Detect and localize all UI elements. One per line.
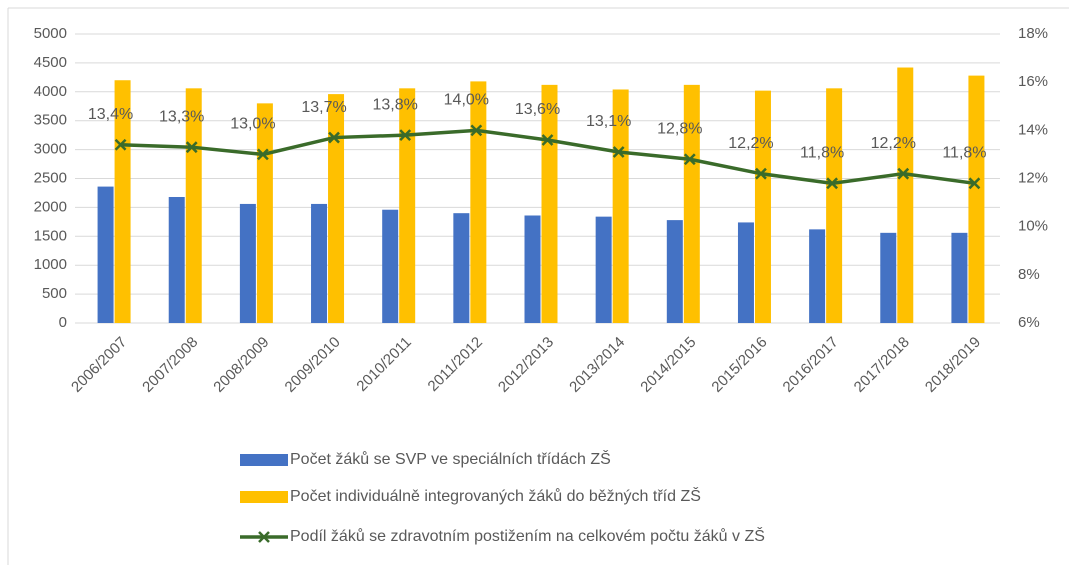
y2-tick-label: 14% xyxy=(1018,121,1048,138)
data-label: 12,8% xyxy=(657,120,702,137)
bar xyxy=(382,209,399,323)
x-tick-label: 2018/2019 xyxy=(922,334,984,396)
line-marker xyxy=(399,129,412,142)
line-marker xyxy=(826,177,838,190)
bar xyxy=(683,84,700,323)
y-tick-label: 0 xyxy=(59,314,67,331)
bar xyxy=(666,220,683,323)
bar xyxy=(541,84,558,323)
y2-tick-label: 10% xyxy=(1018,218,1048,235)
data-label: 11,8% xyxy=(800,145,844,162)
x-tick-label: 2014/2015 xyxy=(637,334,699,396)
data-label: 13,0% xyxy=(230,116,275,133)
y2-tick-label: 16% xyxy=(1018,73,1048,90)
y2-tick-label: 8% xyxy=(1018,266,1040,283)
data-label: 13,8% xyxy=(373,96,418,113)
y2-tick-label: 6% xyxy=(1018,314,1040,331)
data-label: 13,3% xyxy=(159,108,204,125)
y-tick-label: 4500 xyxy=(34,54,67,71)
legend-swatch xyxy=(240,454,288,466)
y-tick-label: 2000 xyxy=(34,198,67,215)
bar xyxy=(595,216,612,323)
data-label: 13,7% xyxy=(301,99,346,116)
x-tick-label: 2017/2018 xyxy=(851,334,913,396)
x-tick-label: 2008/2009 xyxy=(210,334,272,396)
bar xyxy=(311,203,328,323)
y-tick-label: 1500 xyxy=(34,227,67,244)
legend-label: Počet individuálně integrovaných žáků do… xyxy=(290,486,701,505)
x-tick-label: 2011/2012 xyxy=(425,334,486,395)
bar xyxy=(612,89,629,323)
legend-swatch xyxy=(258,531,270,543)
x-tick-label: 2013/2014 xyxy=(566,334,628,396)
bar xyxy=(399,88,416,323)
bar xyxy=(256,103,273,323)
line-marker xyxy=(114,138,127,151)
y-tick-label: 3000 xyxy=(34,141,67,158)
bar xyxy=(951,232,968,323)
data-label: 13,6% xyxy=(515,101,560,118)
y-tick-label: 1000 xyxy=(34,256,67,273)
bar xyxy=(97,186,114,323)
line-marker xyxy=(968,177,981,190)
data-label: 14,0% xyxy=(444,92,489,109)
x-tick-label: 2010/2011 xyxy=(353,334,414,395)
bar xyxy=(524,215,541,323)
bar xyxy=(453,213,470,323)
line-marker xyxy=(328,131,340,144)
x-tick-label: 2016/2017 xyxy=(780,334,842,396)
bar xyxy=(826,88,843,323)
y-tick-label: 500 xyxy=(42,285,67,302)
bar xyxy=(809,229,826,323)
data-label: 11,8% xyxy=(942,145,986,162)
bar xyxy=(897,67,914,323)
line-marker xyxy=(257,148,269,161)
y-tick-label: 2500 xyxy=(34,169,67,186)
line-marker xyxy=(612,146,625,158)
y-tick-label: 3500 xyxy=(34,112,67,129)
bar xyxy=(968,75,985,323)
y2-tick-label: 12% xyxy=(1018,169,1048,186)
line-marker xyxy=(897,167,910,180)
bar xyxy=(168,196,185,323)
bar xyxy=(470,81,487,324)
x-tick-label: 2006/2007 xyxy=(68,334,130,396)
bar xyxy=(114,80,131,324)
data-label: 13,1% xyxy=(586,113,631,130)
x-tick-label: 2007/2008 xyxy=(139,334,201,396)
line-marker xyxy=(185,141,198,154)
legend-swatch xyxy=(240,491,288,503)
bar xyxy=(880,232,897,323)
bar xyxy=(754,90,771,323)
data-label: 12,2% xyxy=(728,135,773,152)
bar xyxy=(328,94,345,323)
y-tick-label: 5000 xyxy=(34,25,67,42)
line-marker xyxy=(755,167,767,180)
x-tick-label: 2009/2010 xyxy=(282,334,344,396)
line-marker xyxy=(470,124,483,137)
legend-label: Počet žáků se SVP ve speciálních třídách… xyxy=(290,449,611,468)
x-tick-label: 2015/2016 xyxy=(708,334,770,396)
bar xyxy=(239,203,256,323)
y2-tick-label: 18% xyxy=(1018,25,1048,42)
x-tick-label: 2012/2013 xyxy=(495,334,557,396)
line-marker xyxy=(683,153,696,166)
data-label: 13,4% xyxy=(88,106,133,123)
line-marker xyxy=(541,134,554,146)
y-tick-label: 4000 xyxy=(34,83,67,100)
legend-label: Podíl žáků se zdravotním postižením na c… xyxy=(290,526,765,545)
data-label: 12,2% xyxy=(871,135,916,152)
bar xyxy=(737,222,754,323)
